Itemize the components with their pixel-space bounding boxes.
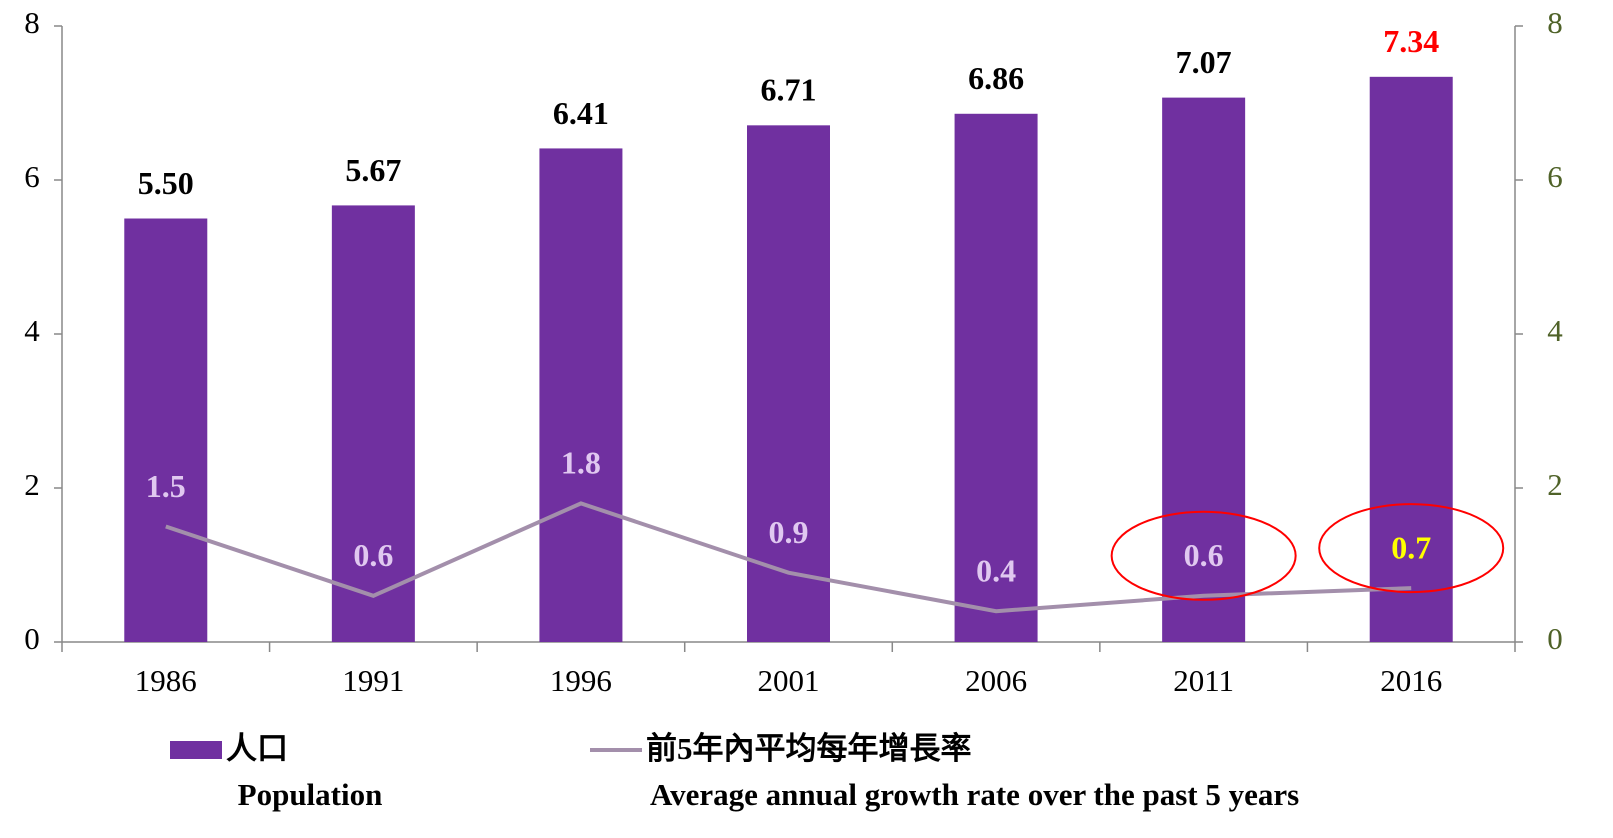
y2-tick-label: 0 <box>1547 621 1563 656</box>
x-tick-label: 2001 <box>758 663 820 698</box>
legend-swatch <box>170 741 222 759</box>
data-label: 1.8 <box>561 445 601 481</box>
legend-label-en: Population <box>238 777 383 812</box>
bar <box>1162 97 1246 643</box>
legend-label: 前5年內平均每年增長率 <box>646 731 972 766</box>
legend-label-en: Average annual growth rate over the past… <box>650 777 1299 812</box>
highlight-ellipse <box>1110 510 1297 601</box>
highlight-ellipse <box>1318 503 1505 594</box>
data-label: 7.34 <box>1383 23 1439 59</box>
data-label: 6.41 <box>553 95 609 131</box>
bar <box>124 218 208 642</box>
x-tick-label: 1986 <box>135 663 197 698</box>
bar <box>747 125 830 642</box>
y-tick-label: 6 <box>24 159 40 194</box>
line <box>165 501 1412 614</box>
x-tick-label: 1991 <box>342 663 404 698</box>
data-label: 0.7 <box>1391 529 1431 565</box>
y-tick-label: 8 <box>24 5 40 40</box>
y-tick-label: 4 <box>24 313 40 348</box>
x-tick-label: 2016 <box>1380 663 1442 698</box>
y2-tick-label: 2 <box>1547 467 1563 502</box>
data-label: 0.4 <box>976 553 1016 589</box>
x-tick-label: 2011 <box>1173 663 1234 698</box>
y2-tick-label: 4 <box>1547 313 1563 348</box>
data-label: 6.71 <box>761 72 817 108</box>
y2-tick-label: 8 <box>1547 5 1563 40</box>
data-label: 0.6 <box>1184 537 1224 573</box>
y-tick-label: 0 <box>24 621 40 656</box>
bar <box>1369 76 1453 642</box>
data-label: 5.50 <box>138 165 194 201</box>
data-label: 0.6 <box>353 537 393 573</box>
y-tick-label: 2 <box>24 467 40 502</box>
bar <box>331 205 415 642</box>
bar <box>954 113 1038 642</box>
x-tick-label: 2006 <box>965 663 1027 698</box>
bar <box>539 148 623 642</box>
data-label: 5.67 <box>345 152 401 188</box>
data-label: 7.07 <box>1176 44 1232 80</box>
data-label: 0.9 <box>769 514 809 550</box>
data-label: 1.5 <box>146 468 186 504</box>
x-tick-label: 1996 <box>550 663 612 698</box>
y2-tick-label: 6 <box>1547 159 1563 194</box>
legend-label: 人口 <box>226 731 288 766</box>
data-label: 6.86 <box>968 60 1024 96</box>
